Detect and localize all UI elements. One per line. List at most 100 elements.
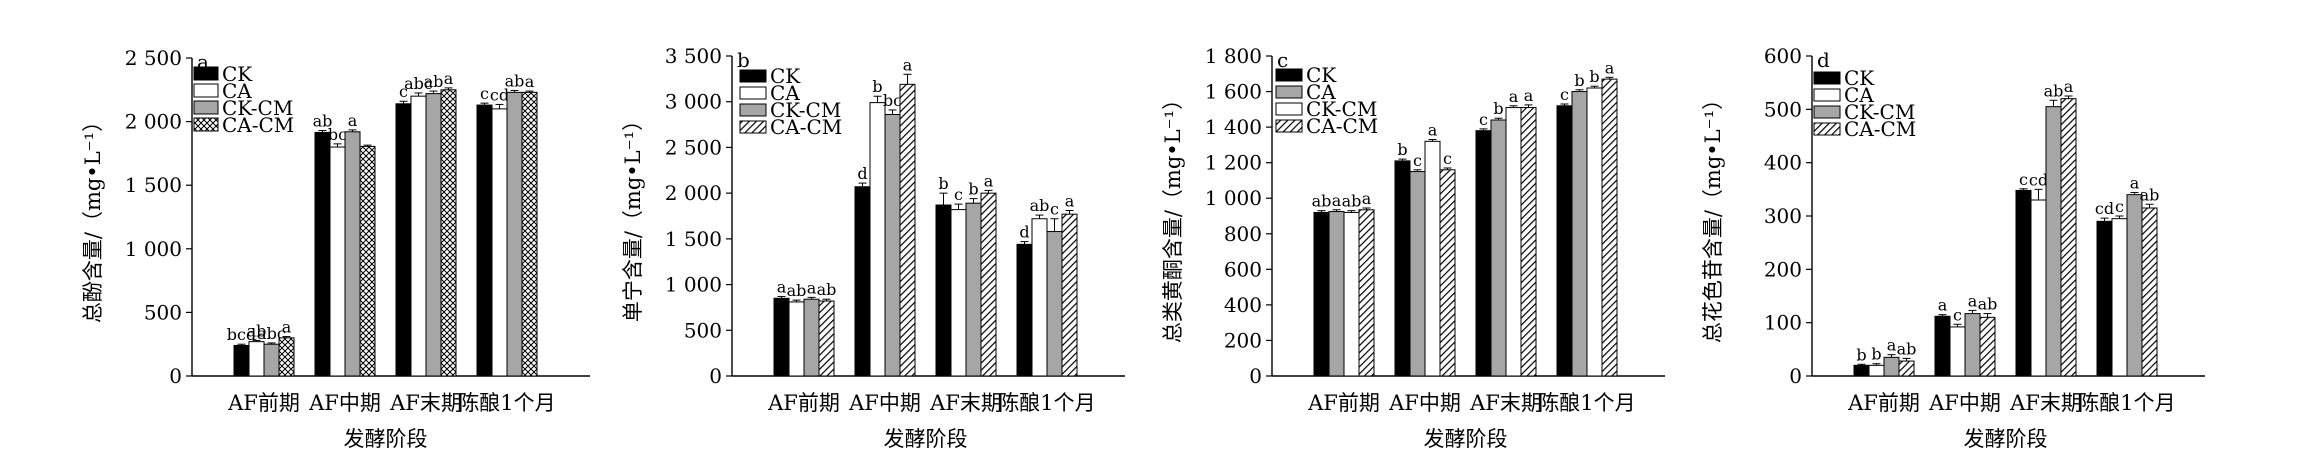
significance-letter: c [1479, 110, 1488, 129]
bar [1475, 130, 1492, 377]
significance-letter: a [282, 318, 292, 337]
significance-letter: ab [247, 321, 267, 340]
y-tick-label: 1 000 [125, 237, 182, 261]
bar [1046, 231, 1063, 377]
significance-letter: bc [328, 125, 347, 144]
significance-letter: b [1589, 67, 1599, 86]
bar [1883, 356, 1900, 377]
significance-letter: ab [1897, 339, 1917, 358]
legend-swatch [739, 86, 767, 100]
bar [2045, 106, 2062, 377]
legend-swatch [1813, 71, 1841, 85]
y-tick-label: 800 [1224, 222, 1262, 246]
bar [1964, 313, 1981, 377]
x-tick-label: AF末期 [2009, 391, 2082, 415]
significance-letter: cd [490, 85, 509, 104]
significance-letter: a [1968, 291, 1978, 310]
chart-panel-d: 0 100 200 300 400 500 600 d 总花色苷含量/（mg•L⁻¹） AF前期 A… [1701, 44, 2205, 451]
significance-letter: b [1856, 345, 1866, 364]
bar [2015, 189, 2032, 377]
bar [248, 341, 265, 377]
x-tick-label: AF中期 [1388, 391, 1461, 415]
significance-letter: a [1332, 191, 1342, 210]
y-tick-label: 0 [1249, 364, 1262, 388]
significance-letter: b [968, 180, 978, 199]
significance-letter: a [903, 55, 913, 74]
y-tick-label: 3 500 [665, 44, 722, 68]
bar [803, 298, 820, 377]
bar [395, 103, 412, 377]
bar [773, 297, 790, 377]
bar [2060, 98, 2077, 377]
y-tick-label: 2 000 [125, 110, 182, 134]
significance-letter: cd [2095, 199, 2114, 218]
legend-swatch [739, 103, 767, 117]
legend-swatch [1813, 88, 1841, 102]
legend-label: CK [770, 64, 801, 88]
y-tick-label: 2 500 [125, 46, 182, 70]
significance-letter: c [480, 84, 489, 103]
significance-letter: a [1065, 192, 1075, 211]
y-tick-label: 1 500 [665, 227, 722, 251]
significance-letter: b [1871, 345, 1881, 364]
y-tick-label: 1 000 [665, 273, 722, 297]
y-tick-label: 300 [1764, 204, 1802, 228]
bar [884, 114, 901, 377]
legend-swatch [193, 66, 219, 81]
bar [1520, 107, 1537, 377]
bar [476, 104, 493, 377]
chart-panel-a: 0 500 1 000 1 500 2 000 2 500 a 总酚含量/（mg•L⁻¹） AF… [81, 46, 590, 451]
y-tick-label: 200 [1224, 328, 1262, 352]
bar [1853, 364, 1870, 377]
bar [899, 83, 916, 377]
bar [1439, 169, 1456, 377]
x-axis-label: 发酵阶段 [1424, 427, 1508, 451]
bar [1409, 171, 1426, 377]
y-tick-label: 3 000 [665, 90, 722, 114]
y-tick-label: 1 800 [1205, 44, 1262, 68]
legend-label: CA-CM [222, 113, 294, 137]
bar [1556, 105, 1573, 377]
y-tick-label: 500 [144, 300, 182, 324]
significance-letter: d [1019, 223, 1029, 242]
x-tick-label: 陈酿1个月 [2078, 391, 2175, 415]
y-tick-label: 100 [1764, 311, 1802, 335]
x-tick-label: 陈酿1个月 [998, 391, 1095, 415]
y-tick-label: 500 [1764, 97, 1802, 121]
legend-label: CA [770, 81, 800, 105]
chart-panel-c: 0 200 400 600 800 1 000 1 200 1 400 1 600 1 800 c 总… [1161, 44, 1665, 451]
x-tick-label: AF前期 [1307, 391, 1380, 415]
legend-swatch [739, 120, 767, 134]
significance-letter: ab [1312, 192, 1332, 211]
significance-letter: cd [2029, 170, 2048, 189]
bar [1424, 140, 1441, 377]
significance-letter: ab [2140, 185, 2160, 204]
y-tick-label: 1 400 [1205, 115, 1262, 139]
significance-letter: c [1413, 151, 1422, 170]
significance-letter: b [1574, 71, 1584, 90]
significance-letter: a [807, 278, 817, 297]
legend-label: CA-CM [1306, 114, 1378, 138]
significance-letter: ab [787, 281, 807, 300]
legend-swatch [1813, 122, 1841, 136]
bar [314, 131, 331, 377]
bar [440, 89, 457, 377]
bar [1586, 87, 1603, 377]
bar [980, 192, 997, 377]
bar [1313, 211, 1330, 377]
significance-letter: abc [404, 74, 433, 93]
significance-letter: a [2130, 174, 2140, 193]
significance-letter: c [954, 185, 963, 204]
bar [1505, 107, 1522, 377]
bar [1031, 218, 1048, 377]
significance-letter: c [2019, 170, 2028, 189]
bar [1490, 119, 1507, 377]
y-tick-label: 0 [709, 364, 722, 388]
y-tick-label: 600 [1224, 257, 1262, 281]
bar [854, 186, 871, 377]
bar [329, 146, 346, 377]
y-tick-label: 2 000 [665, 181, 722, 205]
significance-letter: a [1938, 296, 1948, 315]
bar [1394, 160, 1411, 377]
bar [2096, 220, 2113, 377]
